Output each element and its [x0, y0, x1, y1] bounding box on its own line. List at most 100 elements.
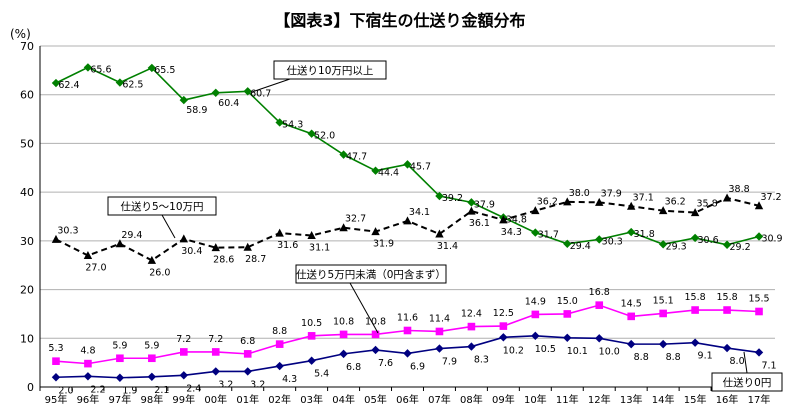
data-point-marker — [563, 310, 572, 318]
x-tick-label: 16年 — [716, 393, 739, 406]
data-point-marker — [147, 372, 157, 381]
data-label: 65.5 — [154, 65, 175, 76]
data-label: 15.8 — [716, 292, 737, 303]
data-point-marker — [435, 229, 444, 238]
data-label: 6.8 — [346, 362, 361, 373]
data-label: 6.9 — [410, 361, 425, 372]
data-label: 36.1 — [469, 218, 490, 229]
data-label: 31.6 — [277, 240, 298, 251]
callout-leader-line — [349, 282, 379, 334]
data-point-marker — [243, 87, 252, 96]
callout-label: 仕送り0円 — [723, 376, 772, 389]
data-point-marker — [371, 330, 380, 339]
y-axis-unit-label: (%) — [10, 27, 31, 41]
data-point-marker — [179, 234, 189, 243]
data-label: 2.1 — [154, 385, 169, 396]
data-point-marker — [243, 242, 252, 251]
data-point-marker — [339, 150, 348, 159]
data-label: 15.5 — [748, 293, 769, 304]
data-point-marker — [467, 322, 476, 331]
data-point-marker — [339, 330, 348, 339]
data-point-marker — [403, 326, 412, 335]
x-tick-label: 15年 — [684, 393, 707, 406]
data-label: 62.5 — [122, 80, 143, 91]
data-point-marker — [275, 228, 284, 237]
data-point-marker — [83, 372, 93, 381]
callout-2: 仕送り5万円未満（0円含まず） — [295, 264, 447, 334]
data-label: 37.1 — [633, 192, 654, 203]
series-3 — [51, 331, 764, 382]
data-point-marker — [275, 361, 284, 371]
data-label: 11.6 — [397, 312, 418, 323]
data-point-marker — [116, 354, 124, 363]
data-label: 8.3 — [474, 355, 489, 366]
data-point-marker — [723, 306, 731, 314]
data-label: 31.7 — [538, 230, 559, 241]
data-point-marker — [275, 118, 284, 127]
data-point-marker — [626, 227, 636, 237]
data-label: 30.3 — [57, 225, 78, 236]
x-tick-label: 99年 — [172, 393, 195, 406]
data-point-marker — [690, 208, 700, 217]
data-point-marker — [499, 333, 508, 342]
data-point-marker — [307, 356, 316, 365]
data-label: 1.9 — [122, 386, 137, 397]
data-point-marker — [722, 343, 732, 353]
data-point-marker — [403, 160, 412, 169]
data-label: 58.9 — [186, 105, 207, 116]
data-point-marker — [467, 206, 476, 215]
data-point-marker — [211, 348, 220, 356]
data-label: 10.5 — [301, 318, 322, 329]
x-tick-label: 06年 — [396, 393, 419, 406]
data-point-marker — [690, 233, 700, 243]
x-tick-label: 13年 — [620, 393, 643, 406]
y-tick-label: 50 — [20, 137, 34, 150]
series-lines — [51, 63, 764, 382]
data-point-marker — [403, 216, 412, 225]
data-label: 8.8 — [634, 352, 649, 363]
data-label: 29.4 — [121, 230, 142, 241]
data-point-marker — [403, 349, 412, 358]
data-point-marker — [627, 312, 635, 321]
data-label: 31.8 — [634, 229, 655, 240]
data-label: 10.8 — [365, 316, 386, 327]
data-label: 28.6 — [213, 255, 234, 266]
x-tick-label: 09年 — [492, 393, 515, 406]
x-tick-label: 96年 — [77, 393, 100, 406]
data-point-marker — [563, 239, 572, 248]
data-label: 10.5 — [535, 344, 556, 355]
data-label: 30.3 — [602, 236, 623, 247]
data-point-marker — [595, 301, 604, 309]
data-point-marker — [83, 63, 93, 72]
data-point-marker — [180, 348, 188, 356]
data-point-marker — [499, 322, 508, 330]
data-label: 3.2 — [250, 379, 265, 390]
data-label: 38.0 — [569, 188, 590, 199]
data-point-marker — [243, 367, 252, 376]
data-point-marker — [83, 250, 93, 259]
data-label: 26.0 — [149, 267, 170, 278]
chart-title: 【図表3】下宿生の仕送り金額分布 — [274, 11, 525, 30]
data-point-marker — [531, 228, 540, 237]
data-label: 29.3 — [666, 241, 687, 252]
data-label: 7.2 — [176, 334, 191, 345]
data-label: 60.7 — [250, 88, 271, 99]
callout-0: 仕送り10万円以上 — [251, 60, 387, 93]
data-label: 47.7 — [346, 152, 367, 163]
data-point-marker — [147, 255, 157, 264]
data-point-marker — [52, 357, 60, 365]
data-point-marker — [531, 206, 540, 215]
data-label: 37.2 — [760, 192, 781, 203]
data-label: 15.8 — [685, 292, 706, 303]
data-label: 5.3 — [48, 343, 63, 354]
data-label: 7.6 — [378, 358, 393, 369]
data-label: 5.9 — [112, 340, 127, 351]
data-point-marker — [658, 339, 668, 349]
series-2 — [52, 301, 763, 368]
data-label: 2.2 — [90, 384, 105, 395]
data-label: 14.9 — [525, 296, 546, 307]
data-label: 38.8 — [728, 184, 749, 195]
series-1 — [51, 193, 764, 264]
callout-box — [273, 60, 387, 80]
data-label: 2.4 — [186, 383, 201, 394]
